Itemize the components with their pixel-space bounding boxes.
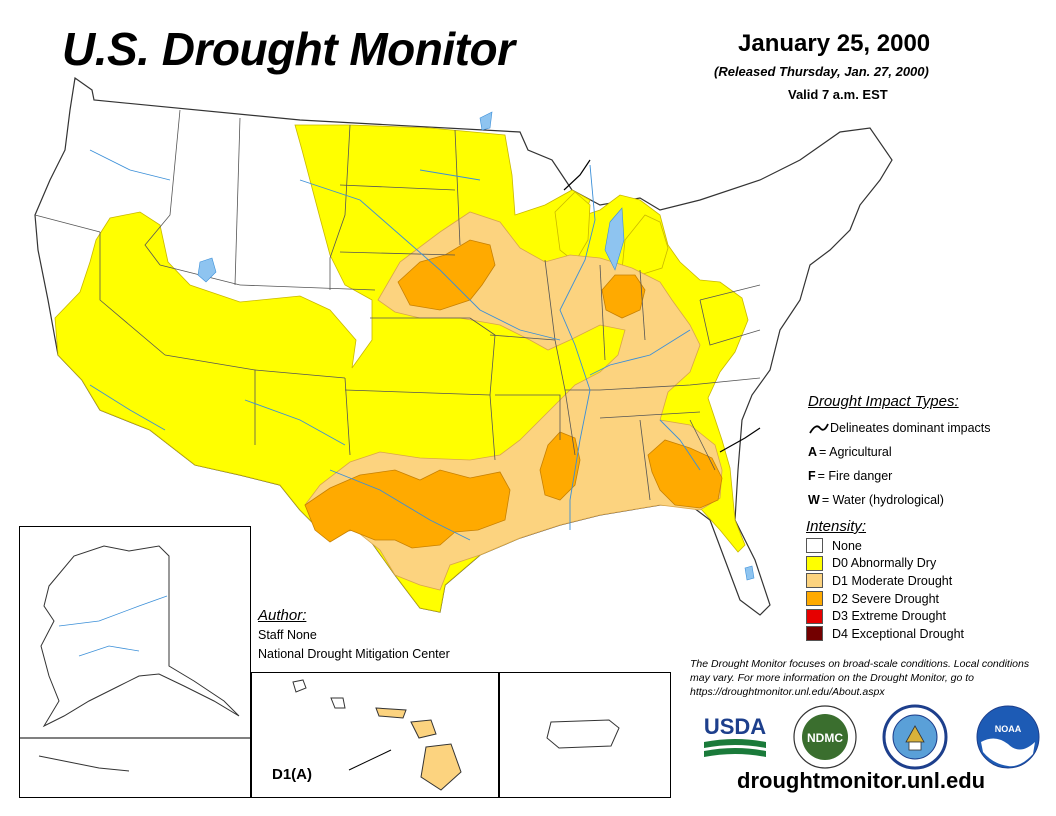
usda-logo[interactable]: USDA [700, 708, 770, 760]
d2-nebraska-iowa [397, 239, 496, 311]
author-block: Author: Staff None National Drought Miti… [258, 606, 450, 664]
map-title: U.S. Drought Monitor [62, 23, 515, 75]
impact-types-legend: Drought Impact Types: Delineates dominan… [808, 393, 1038, 512]
commerce-seal[interactable] [882, 704, 948, 770]
swatch-d4 [806, 626, 823, 642]
release-date: (Released Thursday, Jan. 27, 2000) [714, 64, 929, 79]
alaska-inset[interactable] [19, 526, 251, 798]
legend-label-d2: D2 Severe Drought [832, 591, 940, 606]
impact-types-heading: Drought Impact Types: [808, 393, 959, 410]
hawaii-maui [410, 719, 437, 739]
legend-row-d3: D3 Extreme Drought [806, 607, 1006, 625]
noaa-logo[interactable]: NOAA [975, 704, 1041, 770]
legend-row-d1: D1 Moderate Drought [806, 572, 1006, 590]
hawaii-molokai [375, 707, 407, 719]
rivers [89, 149, 701, 541]
lake-superior-part [479, 111, 493, 131]
ndmc-logo-text: NDMC [807, 731, 843, 745]
author-name: Staff None [258, 628, 317, 642]
lakes [197, 111, 755, 581]
d2-texas [304, 469, 511, 549]
impact-row-agricultural: A = Agricultural [808, 440, 1038, 464]
lake-okeechobee [744, 565, 755, 581]
hawaii-big-island [420, 743, 462, 791]
impact-label-dominant: Delineates dominant impacts [830, 421, 991, 435]
impact-row-water: W = Water (hydrological) [808, 488, 1038, 512]
swatch-d2 [806, 591, 823, 607]
disclaimer-text: The Drought Monitor focuses on broad-sca… [690, 658, 1030, 698]
alaska-shape [40, 545, 240, 728]
impact-line-icon [809, 423, 829, 434]
valid-time: Valid 7 a.m. EST [788, 87, 888, 102]
author-heading: Author: [258, 607, 307, 624]
swatch-d3 [806, 608, 823, 624]
usda-logo-text: USDA [704, 714, 766, 739]
legend-label-d1: D1 Moderate Drought [832, 573, 953, 588]
legend-row-d0: D0 Abnormally Dry [806, 555, 1006, 573]
impact-lines [563, 159, 761, 453]
d2-mississippi [539, 431, 581, 501]
lake-michigan [604, 207, 625, 271]
author-organization: National Drought Mitigation Center [258, 647, 450, 661]
legend-row-d4: D4 Exceptional Drought [806, 625, 1006, 643]
puerto-rico-shape [546, 719, 620, 749]
impact-row-dominant: Delineates dominant impacts [808, 416, 1038, 440]
hawaii-inset[interactable] [251, 672, 499, 798]
d2-areas [304, 239, 723, 549]
impact-key-a: A [808, 445, 818, 459]
legend-row-none: None [806, 537, 1006, 555]
legend-label-d4: D4 Exceptional Drought [832, 626, 965, 641]
hawaii-impact-label: D1(A) [272, 766, 312, 783]
map-date: January 25, 2000 [738, 30, 931, 57]
impact-label-fire: = Fire danger [817, 469, 893, 483]
ndmc-logo[interactable]: NDMC [792, 704, 858, 770]
state-borders [34, 109, 761, 501]
legend-row-d2: D2 Severe Drought [806, 590, 1006, 608]
intensity-legend: Intensity: None D0 Abnormally Dry D1 Mod… [806, 518, 1006, 643]
legend-label-none: None [832, 538, 862, 553]
impact-label-agricultural: = Agricultural [819, 445, 892, 459]
swatch-d1 [806, 573, 823, 589]
intensity-heading: Intensity: [806, 518, 867, 535]
alaska-rivers [58, 595, 168, 657]
noaa-logo-text: NOAA [995, 724, 1022, 734]
legend-label-d0: D0 Abnormally Dry [832, 556, 937, 571]
impact-label-water: = Water (hydrological) [821, 493, 944, 507]
lake-great-salt [197, 257, 217, 283]
hawaii-oahu [330, 697, 346, 709]
hawaii-kauai [292, 679, 307, 693]
website-link[interactable]: droughtmonitor.unl.edu [737, 768, 986, 793]
impact-key-f: F [808, 469, 816, 483]
d2-georgia [647, 439, 723, 509]
legend-label-d3: D3 Extreme Drought [832, 609, 946, 624]
d0-wisconsin [554, 191, 591, 263]
swatch-d0 [806, 555, 823, 571]
swatch-none [806, 538, 823, 554]
puerto-rico-inset[interactable] [499, 672, 671, 798]
impact-key-w: W [808, 493, 820, 507]
impact-row-fire: F = Fire danger [808, 464, 1038, 488]
